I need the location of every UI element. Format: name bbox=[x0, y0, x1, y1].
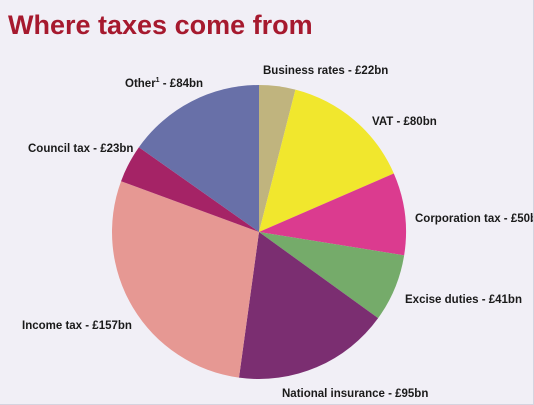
slice-label-text: Council tax - £23bn bbox=[28, 143, 133, 155]
slice-label: National insurance - £95bn bbox=[282, 388, 428, 400]
slice-label-text: National insurance - £95bn bbox=[282, 388, 428, 400]
pie-slice bbox=[138, 85, 259, 232]
slice-label-text: Excise duties - £41bn bbox=[405, 294, 522, 306]
pie-slice bbox=[259, 173, 407, 256]
pie-slice bbox=[259, 89, 394, 232]
slice-label: Excise duties - £41bn bbox=[405, 294, 522, 306]
pie-slice bbox=[238, 232, 379, 379]
slice-label-text: Income tax - £157bn bbox=[22, 320, 132, 332]
slice-label-text: Other bbox=[125, 78, 156, 90]
pie-slice bbox=[121, 147, 259, 232]
slice-label-superscript: 1 bbox=[156, 77, 160, 84]
slice-label: Business rates - £22bn bbox=[263, 65, 388, 77]
pie-slice bbox=[259, 85, 296, 232]
slice-label: Income tax - £157bn bbox=[22, 320, 132, 332]
slice-label-text: Business rates - £22bn bbox=[263, 65, 388, 77]
pie-slice bbox=[112, 181, 259, 378]
slice-label: Other1 - £84bn bbox=[125, 77, 203, 90]
slice-label-value: - £84bn bbox=[160, 78, 203, 90]
slice-labels: Business rates - £22bn VAT - £80bn Corpora… bbox=[22, 65, 534, 400]
slice-label-text: Corporation tax - £50bn bbox=[415, 213, 534, 225]
slice-label: Corporation tax - £50bn bbox=[415, 213, 534, 225]
pie-slice bbox=[259, 232, 405, 319]
slice-label-text: VAT - £80bn bbox=[372, 116, 437, 128]
slice-label: VAT - £80bn bbox=[372, 116, 437, 128]
chart-title: Where taxes come from bbox=[8, 10, 313, 40]
pie-slices bbox=[112, 85, 407, 379]
slice-label: Council tax - £23bn bbox=[28, 143, 133, 155]
